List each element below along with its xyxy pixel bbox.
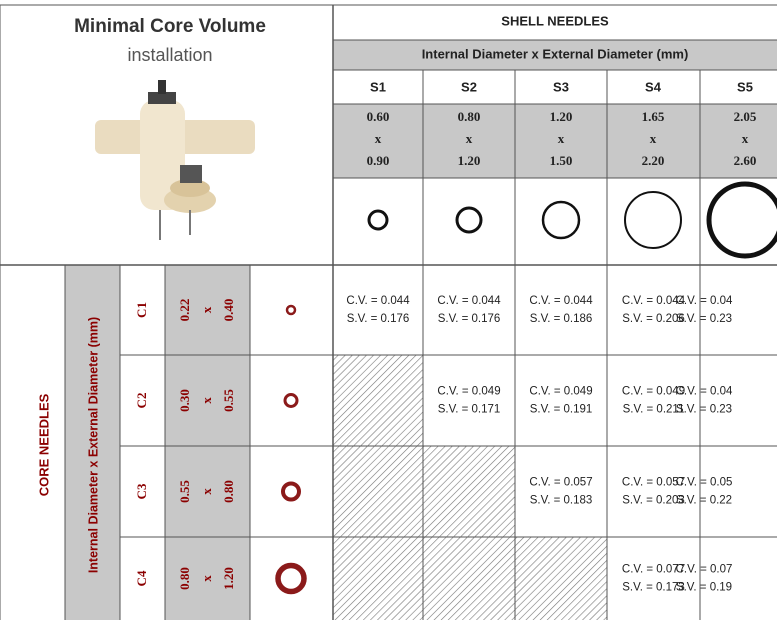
shell-dim: x [375, 131, 382, 146]
shell-circle [543, 202, 579, 238]
core-label: C3 [134, 483, 149, 499]
hatched-cell [333, 537, 423, 620]
core-dim: 1.20 [221, 567, 236, 590]
shell-dim: 0.80 [458, 109, 481, 124]
core-dim: x [199, 488, 214, 495]
core-dim: 0.55 [221, 389, 236, 412]
shell-label: S3 [553, 79, 569, 94]
cv-value: C.V. = 0.044 [346, 295, 410, 307]
sv-value: S.V. = 0.171 [438, 404, 501, 416]
shell-label: S4 [645, 79, 662, 94]
core-circle [278, 566, 304, 592]
core-label: C4 [134, 570, 149, 586]
shell-dim: x [742, 131, 749, 146]
core-title: CORE NEEDLES [36, 393, 51, 496]
hatched-cell [423, 537, 515, 620]
sv-value: S.V. = 0.176 [438, 313, 501, 325]
shell-label: S5 [737, 79, 753, 94]
device-illustration [95, 80, 255, 240]
sv-value: S.V. = 0.186 [530, 313, 593, 325]
shell-dim: x [650, 131, 657, 146]
cv-value: C.V. = 0.044 [437, 295, 501, 307]
sv-value: S.V. = 0.23 [676, 313, 732, 325]
sv-value: S.V. = 0.22 [676, 495, 732, 507]
shell-dim: x [558, 131, 565, 146]
table: Minimal Core Volume installation SHELL N… [0, 0, 777, 620]
core-circle [283, 484, 299, 500]
shell-dim: 2.20 [642, 153, 665, 168]
page: Minimal Core Volume installation SHELL N… [0, 0, 777, 620]
cv-value: C.V. = 0.057 [529, 477, 592, 489]
core-dim: 0.55 [177, 480, 192, 503]
core-label: C1 [134, 302, 149, 318]
shell-dim: 2.60 [734, 153, 757, 168]
hatched-cell [333, 446, 423, 537]
shell-dim: 2.05 [734, 109, 757, 124]
sv-value: S.V. = 0.191 [530, 404, 593, 416]
shell-dim: 1.50 [550, 153, 573, 168]
shell-dim: x [466, 131, 473, 146]
cv-value: C.V. = 0.04 [676, 295, 733, 307]
subtitle: installation [127, 45, 212, 65]
core-dim: 0.30 [177, 389, 192, 412]
sv-value: S.V. = 0.19 [676, 582, 732, 594]
hatched-cell [333, 355, 423, 446]
hatched-cell [423, 446, 515, 537]
cv-value: C.V. = 0.044 [529, 295, 593, 307]
core-dim: x [199, 575, 214, 582]
core-circle [285, 395, 297, 407]
shell-title: SHELL NEEDLES [501, 13, 609, 28]
cv-value: C.V. = 0.049 [529, 386, 592, 398]
cv-value: C.V. = 0.04 [676, 386, 733, 398]
shell-dim: 0.90 [367, 153, 390, 168]
shell-dim: 1.20 [550, 109, 573, 124]
sv-value: S.V. = 0.23 [676, 404, 732, 416]
shell-label: S2 [461, 79, 477, 94]
sv-value: S.V. = 0.176 [347, 313, 410, 325]
cv-value: C.V. = 0.049 [437, 386, 500, 398]
core-dim: 0.80 [177, 567, 192, 590]
shell-circle [625, 192, 681, 248]
core-subtitle: Internal Diameter x External Diameter (m… [86, 317, 100, 573]
hatched-cell [515, 537, 607, 620]
sv-value: S.V. = 0.183 [530, 495, 593, 507]
shell-dim: 0.60 [367, 109, 390, 124]
shell-subtitle: Internal Diameter x External Diameter (m… [422, 46, 689, 61]
cv-value: C.V. = 0.05 [676, 477, 733, 489]
core-dim: 0.40 [221, 299, 236, 322]
title: Minimal Core Volume [74, 16, 266, 37]
shell-circle [457, 208, 481, 232]
core-dim: x [199, 397, 214, 404]
core-dim: 0.22 [177, 299, 192, 322]
shell-circle [709, 184, 777, 256]
shell-dim: 1.20 [458, 153, 481, 168]
shell-label: S1 [370, 79, 386, 94]
shell-dim: 1.65 [642, 109, 665, 124]
core-dim: 0.80 [221, 480, 236, 503]
cv-value: C.V. = 0.07 [676, 564, 733, 576]
core-circle [287, 306, 295, 314]
core-dim: x [199, 306, 214, 313]
shell-circle [369, 211, 387, 229]
core-label: C2 [134, 393, 149, 409]
